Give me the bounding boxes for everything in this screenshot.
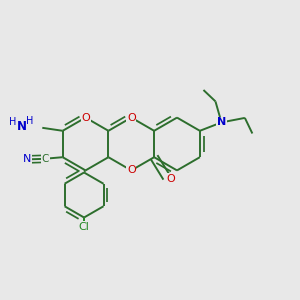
Text: O: O (167, 174, 175, 184)
Text: H: H (9, 117, 16, 128)
Text: N: N (22, 154, 31, 164)
Text: O: O (127, 165, 136, 176)
Text: N: N (217, 117, 226, 128)
Text: N: N (17, 120, 27, 133)
Text: Cl: Cl (79, 222, 89, 232)
Text: C: C (42, 154, 49, 164)
Text: O: O (81, 112, 90, 123)
Text: O: O (127, 112, 136, 123)
Text: H: H (26, 116, 33, 126)
